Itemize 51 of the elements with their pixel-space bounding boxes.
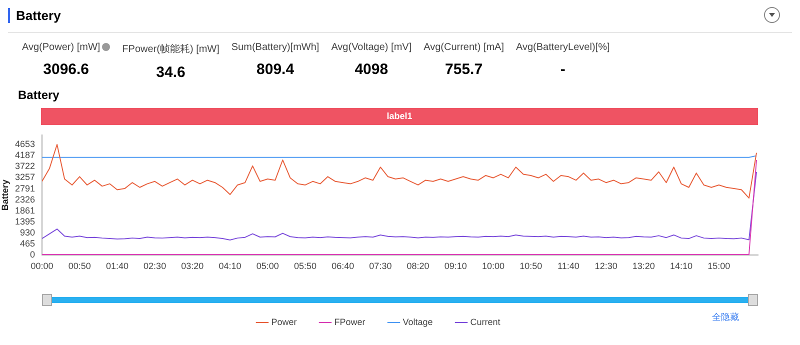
text: Avg(Current) [mA] <box>424 42 504 53</box>
chart-title: Battery <box>8 8 61 23</box>
x-tick-label: 04:10 <box>218 261 242 272</box>
text: Avg(BatteryLevel)[%] <box>516 42 610 53</box>
legend-label: Voltage <box>402 316 433 327</box>
legend-label: Power <box>271 316 297 327</box>
text: 3096.6 <box>42 61 90 78</box>
text: 4098 <box>354 61 390 78</box>
y-tick-label: 1395 <box>14 216 35 226</box>
x-tick-label: 00:00 <box>30 261 54 272</box>
y-axis-title: Battery <box>0 180 10 211</box>
legend-label: FPower <box>334 316 366 327</box>
y-tick-label: 2791 <box>14 183 35 194</box>
x-tick-label: 10:00 <box>482 261 505 272</box>
text: - <box>559 61 566 78</box>
x-tick-label: 02:30 <box>144 261 166 272</box>
y-tick-label: 0 <box>30 250 35 260</box>
text: label1 <box>41 108 758 125</box>
text: 809.4 <box>256 61 296 78</box>
text: Avg(Power) [mW] <box>22 42 102 53</box>
y-tick-label: 465 <box>20 238 35 249</box>
y-tick-label: 1861 <box>14 205 35 216</box>
text: Avg(Voltage) [mV] <box>331 42 412 53</box>
x-tick-label: 05:50 <box>294 261 316 272</box>
x-tick-label: 10:50 <box>520 261 542 272</box>
y-tick-label: 3722 <box>14 161 35 172</box>
x-tick-label: 15:00 <box>708 261 730 272</box>
y-tick-label: 4653 <box>14 138 35 149</box>
x-tick-label: 01:40 <box>106 261 128 272</box>
x-tick-label: 11:40 <box>558 261 580 272</box>
x-tick-label: 13:20 <box>632 261 655 272</box>
x-tick-label: 14:10 <box>670 261 693 272</box>
text: FPower(帧能耗) [mW] <box>122 42 220 56</box>
text: 755.7 <box>444 61 484 78</box>
text: 34.6 <box>155 64 186 81</box>
x-tick-label: 07:30 <box>369 261 392 272</box>
x-tick-label: 09:10 <box>444 261 467 272</box>
y-tick-label: 930 <box>20 228 35 238</box>
y-tick-label: 3257 <box>14 172 35 182</box>
text: 全隐藏 <box>712 311 739 324</box>
x-tick-label: 05:00 <box>256 261 279 272</box>
y-tick-label: 2326 <box>14 194 35 204</box>
x-tick-label: 08:20 <box>406 261 430 272</box>
x-tick-label: 06:40 <box>332 261 354 272</box>
text: Sum(Battery)[mWh] <box>231 42 320 53</box>
legend-label: Current <box>470 316 501 327</box>
x-tick-label: 03:20 <box>181 261 204 272</box>
chart-subtitle: Battery <box>18 88 60 102</box>
x-tick-label: 12:30 <box>594 261 618 272</box>
y-tick-label: 4187 <box>14 150 35 160</box>
x-tick-label: 00:50 <box>68 261 91 272</box>
